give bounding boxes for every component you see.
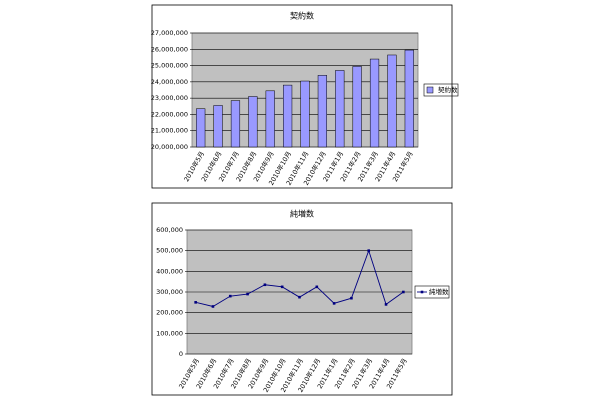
legend-label: 契約数 [438, 85, 458, 94]
y-tick-label: 0 [179, 350, 183, 358]
bar [213, 105, 223, 148]
marker [384, 303, 388, 306]
marker [350, 296, 353, 300]
bar [369, 58, 380, 148]
marker [402, 290, 405, 294]
marker [194, 301, 197, 304]
bar [265, 90, 275, 148]
legend-marker [420, 290, 424, 294]
y-tick-label: 25,000,000 [151, 62, 188, 70]
bar [317, 75, 327, 148]
legend-label: 純増数 [429, 287, 449, 296]
bar [283, 84, 293, 148]
marker [228, 294, 232, 298]
y-tick-label: 200,000 [156, 309, 183, 317]
legend-swatch [426, 86, 434, 94]
y-tick-label: 300,000 [156, 288, 183, 296]
bar [196, 108, 206, 148]
y-tick-label: 21,000,000 [151, 127, 188, 135]
marker [298, 295, 301, 299]
y-tick-label: 400,000 [156, 267, 183, 275]
y-tick-label: 27,000,000 [151, 29, 188, 37]
marker [315, 285, 319, 289]
marker [246, 292, 249, 296]
y-tick-label: 24,000,000 [151, 78, 188, 86]
marker [263, 283, 267, 287]
chart-title: 契約数 [290, 11, 314, 21]
y-tick-label: 23,000,000 [151, 94, 188, 102]
chart-title: 純増数 [290, 209, 314, 219]
bar [230, 100, 241, 148]
y-tick-label: 500,000 [156, 247, 183, 255]
bar [248, 96, 258, 148]
legend-frame [423, 83, 459, 97]
y-tick-label: 22,000,000 [151, 110, 188, 118]
y-tick-label: 26,000,000 [151, 45, 188, 53]
marker [332, 302, 336, 305]
marker [211, 305, 215, 308]
marker [280, 285, 284, 289]
bar [352, 66, 362, 148]
y-tick-label: 100,000 [156, 329, 183, 337]
bar [300, 80, 310, 148]
bar [404, 49, 414, 148]
y-tick-label: 20,000,000 [151, 143, 188, 151]
bar [335, 70, 345, 148]
bar [387, 54, 397, 148]
legend-frame [414, 285, 450, 299]
y-tick-label: 600,000 [156, 226, 183, 234]
marker [367, 249, 371, 252]
